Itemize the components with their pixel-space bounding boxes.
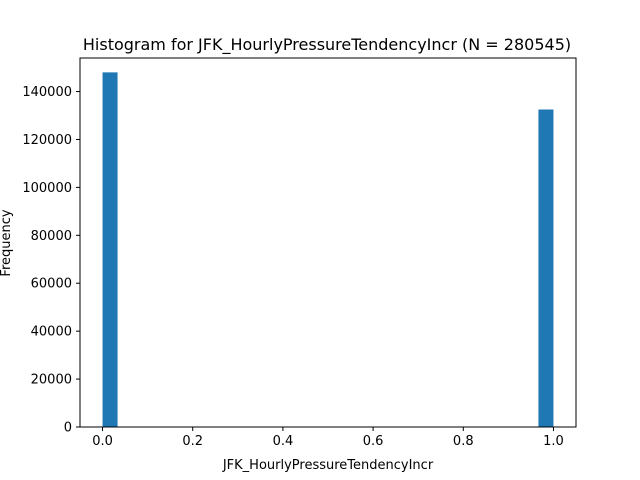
x-tick-label: 0.8 bbox=[453, 434, 474, 449]
histogram-bar-1 bbox=[538, 109, 554, 427]
x-tick-label: 0.4 bbox=[273, 434, 294, 449]
x-axis-label: JFK_HourlyPressureTendencyIncr bbox=[222, 458, 434, 473]
x-tick-label: 1.0 bbox=[543, 434, 564, 449]
x-tick-label: 0.6 bbox=[363, 434, 384, 449]
y-axis: 0 20000 40000 60000 80000 100000 120000 140000 bbox=[22, 85, 80, 436]
histogram-bar-0 bbox=[102, 72, 118, 428]
y-tick-label: 120000 bbox=[22, 133, 72, 148]
plot-frame bbox=[79, 57, 577, 428]
x-tick-label: 0.2 bbox=[182, 434, 203, 449]
x-axis: 0.0 0.2 0.4 0.6 0.8 1.0 bbox=[92, 427, 564, 449]
y-tick-label: 60000 bbox=[31, 277, 72, 292]
chart-title: Histogram for JFK_HourlyPressureTendency… bbox=[83, 35, 571, 55]
y-tick-label: 20000 bbox=[31, 373, 72, 388]
y-tick-label: 0 bbox=[64, 421, 72, 436]
y-tick-label: 140000 bbox=[22, 85, 72, 100]
x-tick-label: 0.0 bbox=[92, 434, 113, 449]
y-tick-label: 40000 bbox=[31, 325, 72, 340]
bars-layer bbox=[102, 72, 554, 428]
y-tick-label: 80000 bbox=[31, 229, 72, 244]
y-tick-label: 100000 bbox=[22, 181, 72, 196]
y-axis-label: Frequency bbox=[0, 209, 14, 276]
